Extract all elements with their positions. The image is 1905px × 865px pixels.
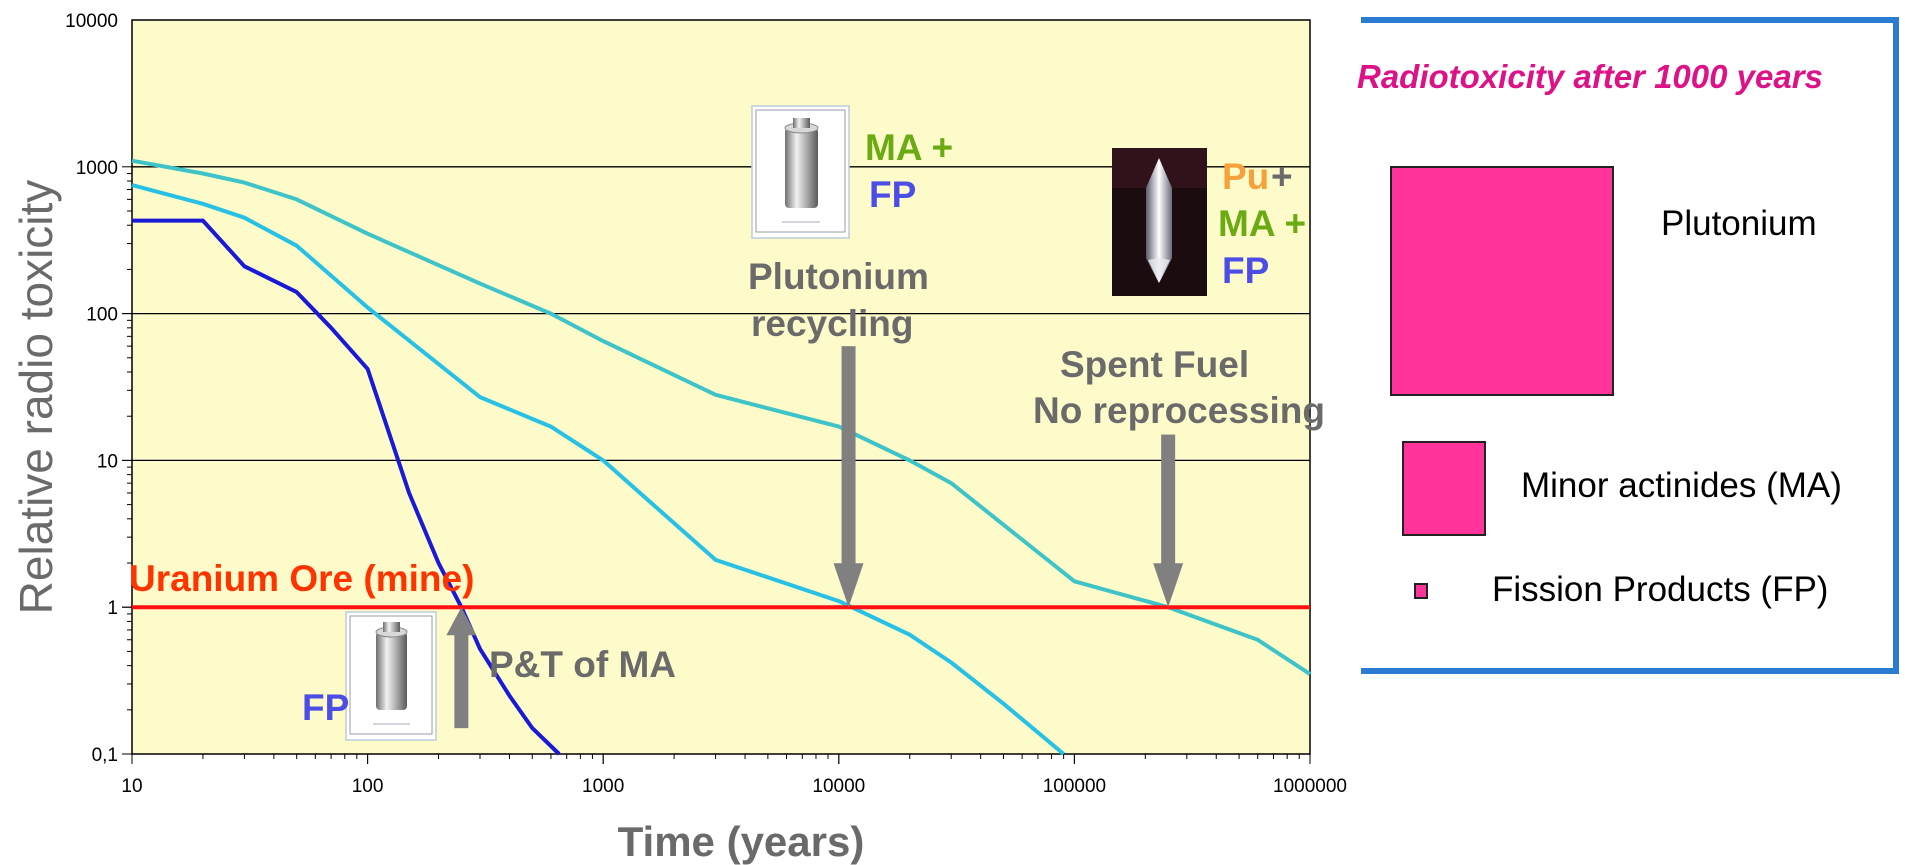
fp-label-top: FP: [869, 174, 916, 215]
x-tick-label: 100000: [1043, 776, 1106, 797]
y-tick-label: 1: [107, 598, 118, 619]
canister-image: [751, 105, 850, 239]
arrow-shaft: [454, 633, 469, 729]
arrow-head: [446, 607, 477, 636]
y-tick-label: 10000: [65, 11, 118, 32]
x-tick-label: 1000: [582, 776, 624, 797]
legend-title: Radiotoxicity after 1000 years: [1357, 58, 1823, 95]
arrow-down: [833, 346, 864, 608]
arrow-down: [1153, 434, 1184, 608]
ma-plus-label-2: MA +: [1218, 203, 1306, 244]
series-layer: [131, 158, 1312, 756]
legend-label-plutonium: Plutonium: [1661, 204, 1817, 243]
plot-border: [131, 19, 1311, 755]
spent-fuel-label-line2: No reprocessing: [1033, 390, 1325, 431]
arrow-head: [833, 563, 864, 608]
x-tick-label: 100: [352, 776, 384, 797]
y-tick-label: 1000: [76, 158, 118, 179]
arrow-head: [1153, 563, 1184, 608]
series-line-blue: [132, 218, 561, 756]
fp-label-2: FP: [1222, 250, 1269, 291]
plutonium-square: [1390, 166, 1614, 396]
axis-ticks: 0,1 1 10 100 1000 10000 10 100 1000 10000 100000 10…: [65, 11, 1347, 797]
arrow-up: [446, 607, 477, 729]
uranium-ore-label: Uranium Ore (mine): [129, 558, 474, 599]
y-tick-label: 100: [86, 305, 118, 326]
fuel-assembly-image: [1112, 148, 1207, 296]
x-tick-label: 10: [121, 776, 142, 797]
arrow-layer: [446, 346, 1184, 729]
ma-plus-label: MA +: [865, 127, 953, 168]
fission-products-square: [1414, 583, 1428, 599]
plot-area: [132, 20, 1310, 754]
image-layer: [345, 105, 1207, 741]
pt-of-ma-label: P&T of MA: [489, 644, 676, 685]
arrow-shaft: [1161, 434, 1176, 566]
pu-label: Pu: [1222, 156, 1269, 197]
x-tick-label: 1000000: [1273, 776, 1347, 797]
plutonium-recycling-label-line2: recycling: [751, 303, 913, 344]
y-axis-label: Relative radio toxicity: [10, 180, 62, 615]
x-tick-label: 10000: [812, 776, 865, 797]
chart: 0,1 1 10 100 1000 10000 10 100 1000 10000 100000 10…: [10, 11, 1347, 865]
y-tick-label: 10: [97, 451, 118, 472]
legend-label-minor-actinides: Minor actinides (MA): [1521, 466, 1842, 505]
minor-actinides-square: [1402, 441, 1486, 536]
canister-image: [345, 611, 437, 741]
series-line-teal: [131, 158, 1312, 676]
x-axis-label: Time (years): [618, 818, 865, 865]
legend-label-fission-products: Fission Products (FP): [1492, 570, 1829, 609]
plus-label: +: [1271, 156, 1293, 197]
plutonium-recycling-label: Plutonium: [748, 256, 929, 297]
series-line-cyan: [131, 183, 1065, 756]
arrow-shaft: [841, 346, 856, 566]
y-tick-label: 0,1: [92, 745, 118, 766]
fp-label: FP: [302, 687, 349, 728]
annotation-layer: Uranium Ore (mine) FP P&T of MA Plutoniu…: [129, 127, 1325, 728]
spent-fuel-label: Spent Fuel: [1060, 344, 1249, 385]
